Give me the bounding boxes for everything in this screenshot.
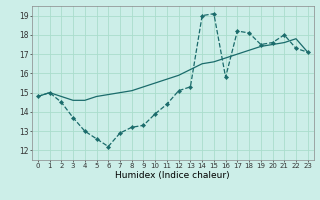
X-axis label: Humidex (Indice chaleur): Humidex (Indice chaleur) <box>116 171 230 180</box>
